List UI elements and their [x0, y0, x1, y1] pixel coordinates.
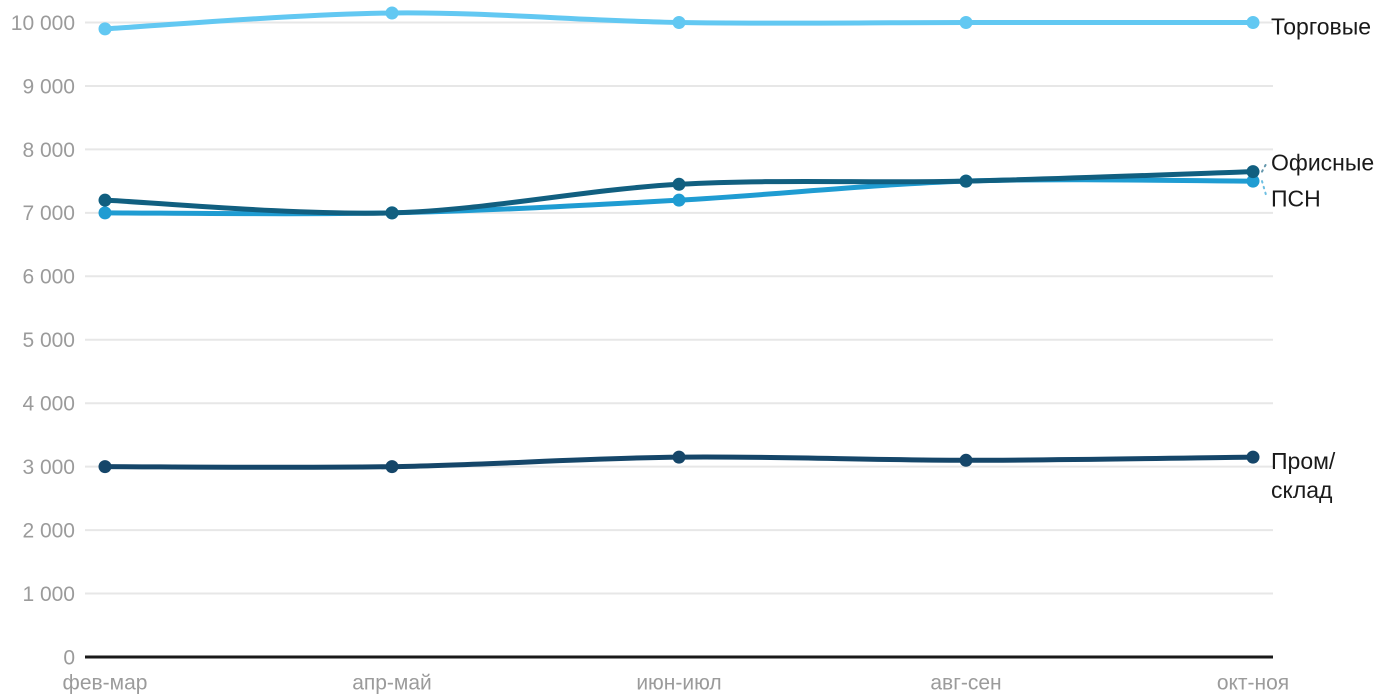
data-point-torgovye[interactable] [1246, 16, 1260, 29]
series-prom-sklad [98, 450, 1260, 474]
series-labels: Торговые Офисные ПСН Пром/склад [1261, 14, 1374, 503]
series-label-connector-psn [1261, 180, 1268, 200]
grid-group: 0 1 000 2 000 3 000 4 000 5 000 6 000 7 000 8 00… [11, 12, 1273, 669]
y-axis-tick-label: 8 000 [22, 139, 75, 162]
data-point-torgovye[interactable] [98, 22, 112, 36]
y-axis-tick-label: 2 000 [22, 519, 75, 542]
data-point-prom-sklad[interactable] [98, 460, 112, 474]
x-axis-tick-label: фев-мар [63, 671, 148, 694]
y-axis-tick-label: 4 000 [22, 393, 75, 416]
series-label-psn: ПСН [1271, 185, 1321, 211]
series-ofisnye [98, 165, 1260, 220]
data-point-torgovye[interactable] [959, 16, 973, 29]
y-axis-tick-label: 3 000 [22, 456, 75, 479]
data-point-ofisnye[interactable] [385, 206, 399, 220]
series-torgovye [98, 6, 1260, 36]
y-axis-tick-label: 5 000 [22, 329, 75, 352]
data-point-torgovye[interactable] [672, 16, 686, 29]
x-axis-tick-label: авг-сен [930, 671, 1001, 694]
y-axis-tick-label: 0 [63, 646, 75, 669]
data-point-ofisnye[interactable] [98, 193, 112, 207]
series-label-prom-sklad: Пром/склад [1271, 448, 1336, 503]
y-axis-tick-label: 10 000 [11, 12, 75, 35]
data-point-ofisnye[interactable] [959, 174, 973, 188]
data-point-psn[interactable] [98, 206, 112, 220]
data-point-ofisnye[interactable] [672, 177, 686, 191]
data-point-prom-sklad[interactable] [672, 450, 686, 464]
series-label-torgovye: Торговые [1271, 14, 1371, 40]
y-axis-tick-label: 7 000 [22, 202, 75, 225]
data-point-prom-sklad[interactable] [1246, 450, 1260, 464]
data-point-psn[interactable] [672, 193, 686, 207]
series-label-connector-ofisnye [1261, 161, 1268, 173]
data-point-psn[interactable] [1246, 174, 1260, 188]
data-point-torgovye[interactable] [385, 6, 399, 20]
x-axis-tick-label: июн-июл [636, 671, 721, 694]
x-axis-tick-label: апр-май [352, 671, 432, 694]
data-point-prom-sklad[interactable] [959, 453, 973, 467]
x-axis-tick-label: окт-ноя [1217, 671, 1289, 694]
series-label-ofisnye: Офисные [1271, 149, 1374, 175]
y-axis-tick-label: 9 000 [22, 75, 75, 98]
y-axis-tick-label: 1 000 [22, 583, 75, 606]
x-axis-labels: фев-мар апр-май июн-июл авг-сен окт-ноя [63, 671, 1290, 694]
y-axis-tick-label: 6 000 [22, 266, 75, 289]
data-point-prom-sklad[interactable] [385, 460, 399, 474]
data-point-ofisnye[interactable] [1246, 165, 1260, 179]
